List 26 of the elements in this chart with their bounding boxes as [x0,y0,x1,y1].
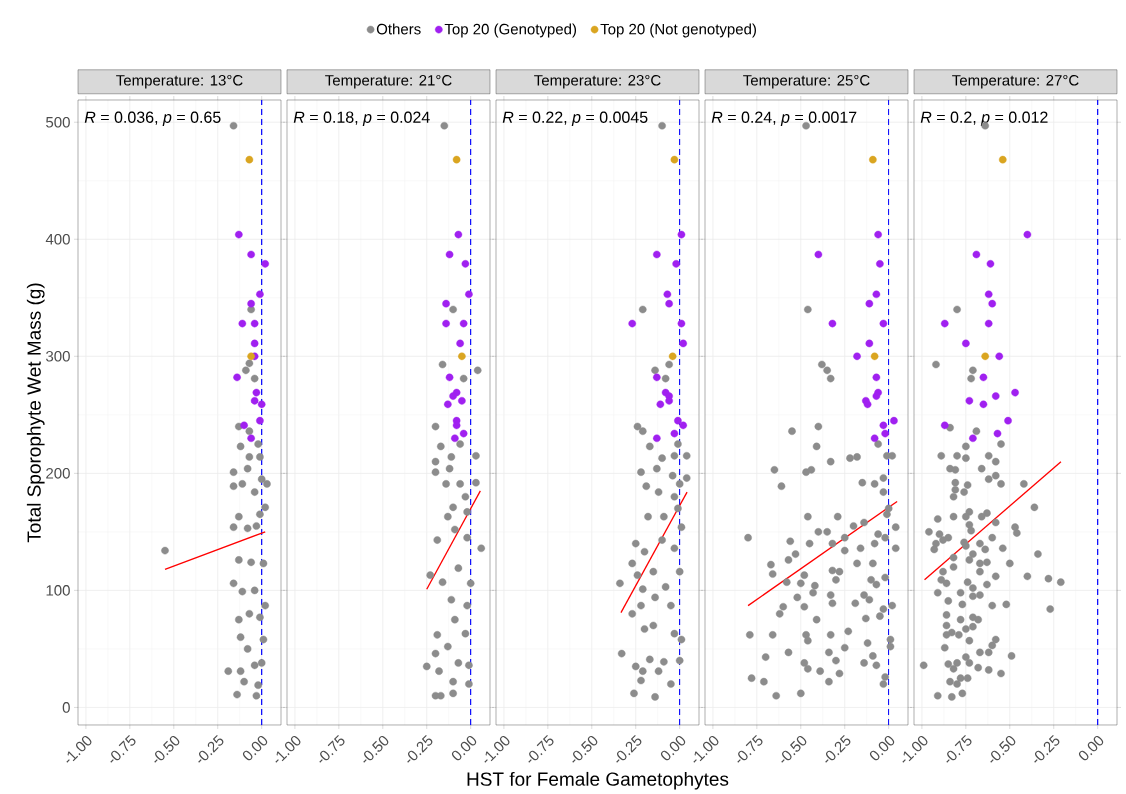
legend-label: Others [376,23,421,35]
chart-title: Temperature: 13°C [116,74,243,89]
x-tick-label: 0.00 [1078,735,1104,761]
x-tick-label: 0.00 [869,735,895,761]
chart-title: Temperature: 21°C [325,74,452,89]
annotation: R = 0.18, p = 0.024 [293,111,430,127]
chart-title: Temperature: 25°C [743,74,870,89]
annotation: R = 0.036, p = 0.65 [84,111,221,127]
legend-label: Top 20 (Not genotyped) [600,23,756,38]
chart-title: Temperature: 27°C [952,74,1079,89]
y-tick-label: 0 [62,702,70,713]
chart-title: Temperature: 23°C [534,74,661,89]
y-tick-label: 300 [46,350,70,362]
x-tick-label: 0.00 [660,735,686,761]
y-tick-label: 200 [46,468,70,479]
x-axis-title: HST for Female Gametophytes [467,771,729,790]
y-axis-title: Total Sporophyte Wet Mass (g) [26,283,45,543]
x-tick-label: 0.00 [451,735,477,761]
y-tick-label: 100 [46,585,70,596]
x-tick-label: 0.00 [242,735,268,761]
y-tick-label: 500 [46,116,70,128]
legend-label: Top 20 (Genotyped) [444,23,577,38]
annotation: R = 0.24, p = 0.0017 [711,111,857,127]
annotation: R = 0.22, p = 0.0045 [502,111,648,127]
annotation: R = 0.2, p = 0.012 [920,111,1048,127]
y-tick-label: 400 [45,233,70,245]
